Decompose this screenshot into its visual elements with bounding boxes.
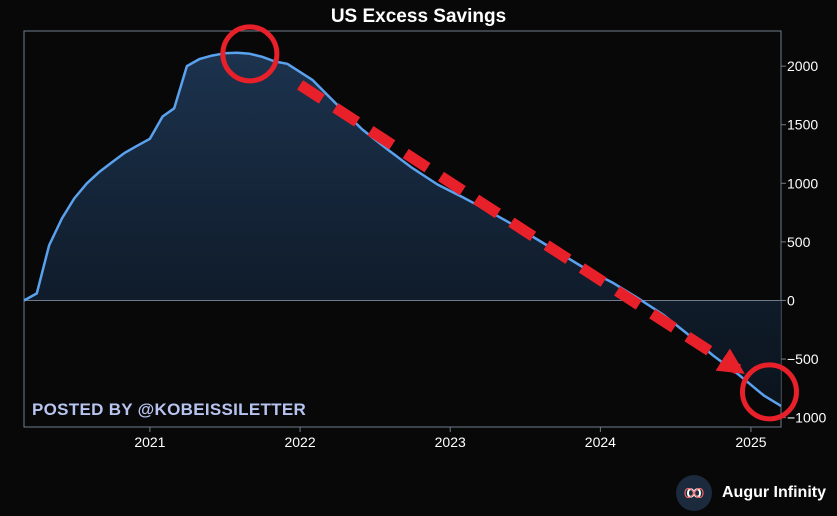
y-axis-ticks: 2000 1500 1000 500 0 −500 −1000 [781, 58, 827, 426]
brand-name: Augur Infinity [722, 484, 826, 501]
y-tick-label: 1000 [787, 175, 818, 191]
x-tick-label: 2021 [134, 434, 165, 450]
y-tick-label: 1500 [787, 117, 818, 133]
x-axis-ticks: 2021 2022 2023 2024 2025 [134, 427, 767, 450]
trend-arrow [297, 80, 745, 375]
line-layer [23, 51, 782, 407]
highlight-circle [220, 24, 280, 84]
y-tick-label: −1000 [787, 410, 827, 426]
x-tick-label: 2025 [735, 434, 766, 450]
area-layer [24, 52, 781, 406]
brand-badge: Augur Infinity [676, 475, 826, 511]
y-tick-label: 2000 [787, 58, 818, 74]
y-tick-label: 500 [787, 234, 811, 250]
savings-line [23, 51, 782, 407]
x-tick-label: 2024 [585, 434, 616, 450]
highlight-circle [739, 362, 799, 422]
annotation-layer [220, 24, 799, 422]
y-tick-label: 0 [787, 292, 795, 308]
savings-area [24, 52, 781, 406]
x-tick-label: 2023 [435, 434, 466, 450]
x-tick-label: 2022 [284, 434, 315, 450]
chart-title: US Excess Savings [330, 6, 507, 27]
y-tick-label: −500 [787, 351, 819, 367]
plot-frame [23, 30, 782, 428]
infinity-icon [676, 475, 712, 511]
watermark-text: POSTED BY @KOBEISSILETTER [32, 400, 307, 419]
